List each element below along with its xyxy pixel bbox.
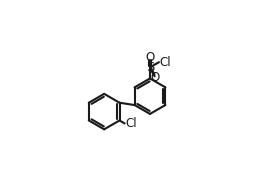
Text: O: O: [150, 71, 159, 84]
Text: Cl: Cl: [159, 56, 171, 69]
Text: S: S: [146, 61, 154, 74]
Text: Cl: Cl: [125, 117, 137, 130]
Text: O: O: [145, 50, 155, 64]
